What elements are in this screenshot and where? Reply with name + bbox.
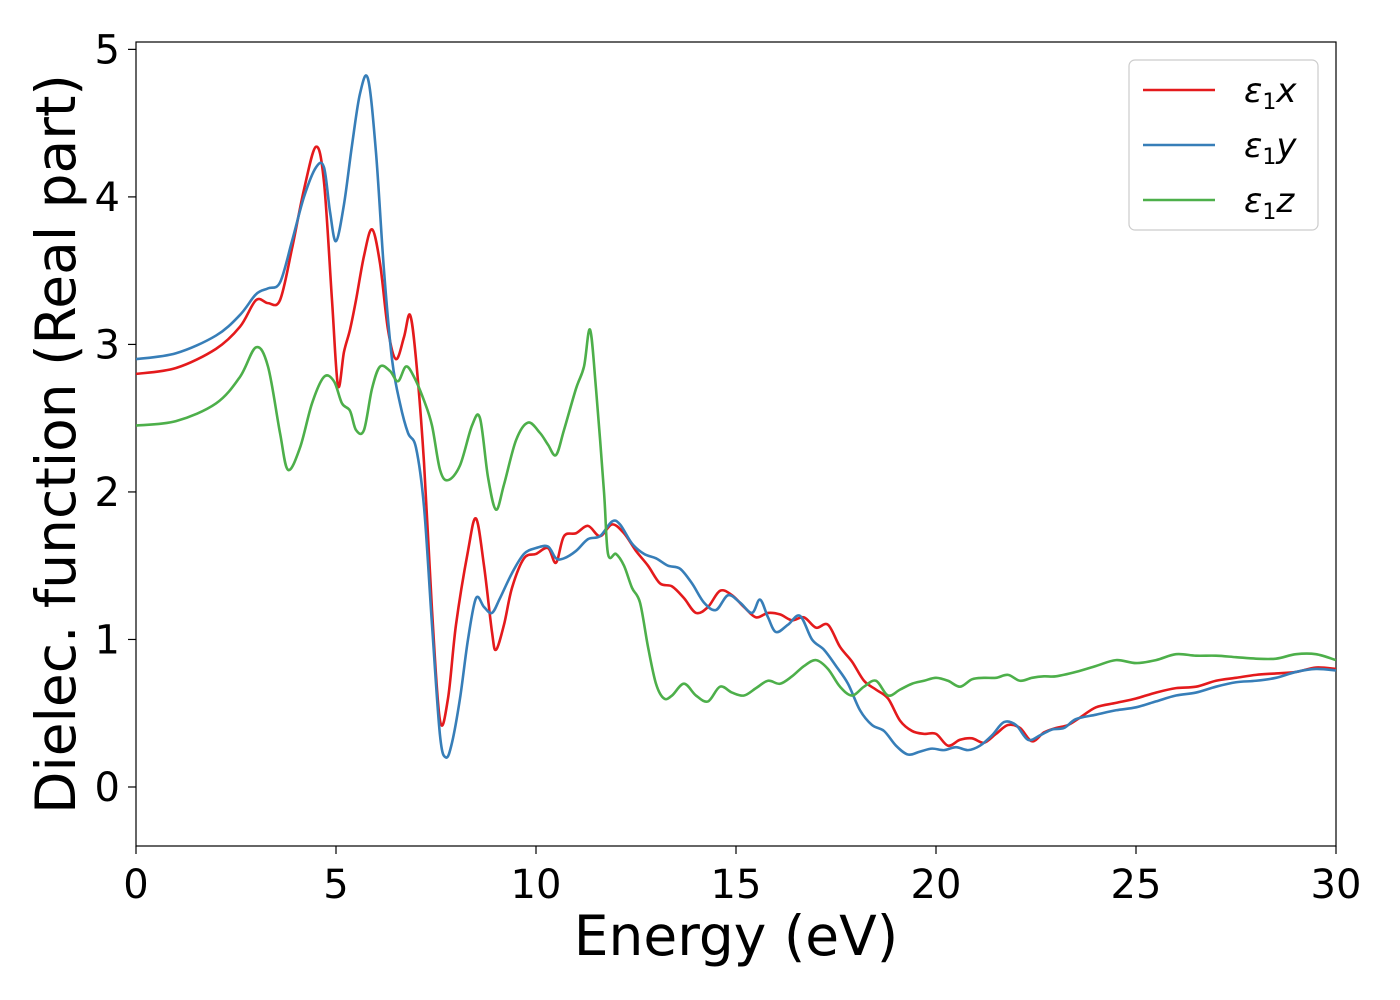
y-tick-label: 0 <box>95 765 120 811</box>
x-tick-label: 10 <box>511 862 562 908</box>
y-axis: 0 1 2 3 4 5 <box>95 27 136 811</box>
x-tick-label: 0 <box>123 862 148 908</box>
legend-label: ε1x <box>1244 71 1297 115</box>
legend-label: ε1y <box>1244 126 1297 170</box>
y-axis-title: Dielec. function (Real part) <box>24 74 88 814</box>
x-tick-label: 25 <box>1111 862 1162 908</box>
y-tick-label: 4 <box>95 175 120 221</box>
y-tick-label: 2 <box>95 470 120 516</box>
x-tick-label: 30 <box>1311 862 1362 908</box>
x-axis: 0 5 10 15 20 25 30 <box>123 846 1361 908</box>
y-tick-label: 5 <box>95 27 120 73</box>
x-tick-label: 5 <box>323 862 348 908</box>
legend-frame <box>1128 59 1319 231</box>
series-layer <box>136 74 1336 759</box>
series-line-z <box>136 328 1336 704</box>
x-axis-title: Energy (eV) <box>574 904 898 968</box>
y-tick-label: 3 <box>95 322 120 368</box>
legend-label: ε1z <box>1244 181 1295 225</box>
y-tick-label: 1 <box>95 617 120 663</box>
legend: ε1x ε1y ε1z <box>1128 59 1319 231</box>
x-tick-label: 15 <box>711 862 762 908</box>
series-line-y <box>136 74 1336 759</box>
x-tick-label: 20 <box>911 862 962 908</box>
